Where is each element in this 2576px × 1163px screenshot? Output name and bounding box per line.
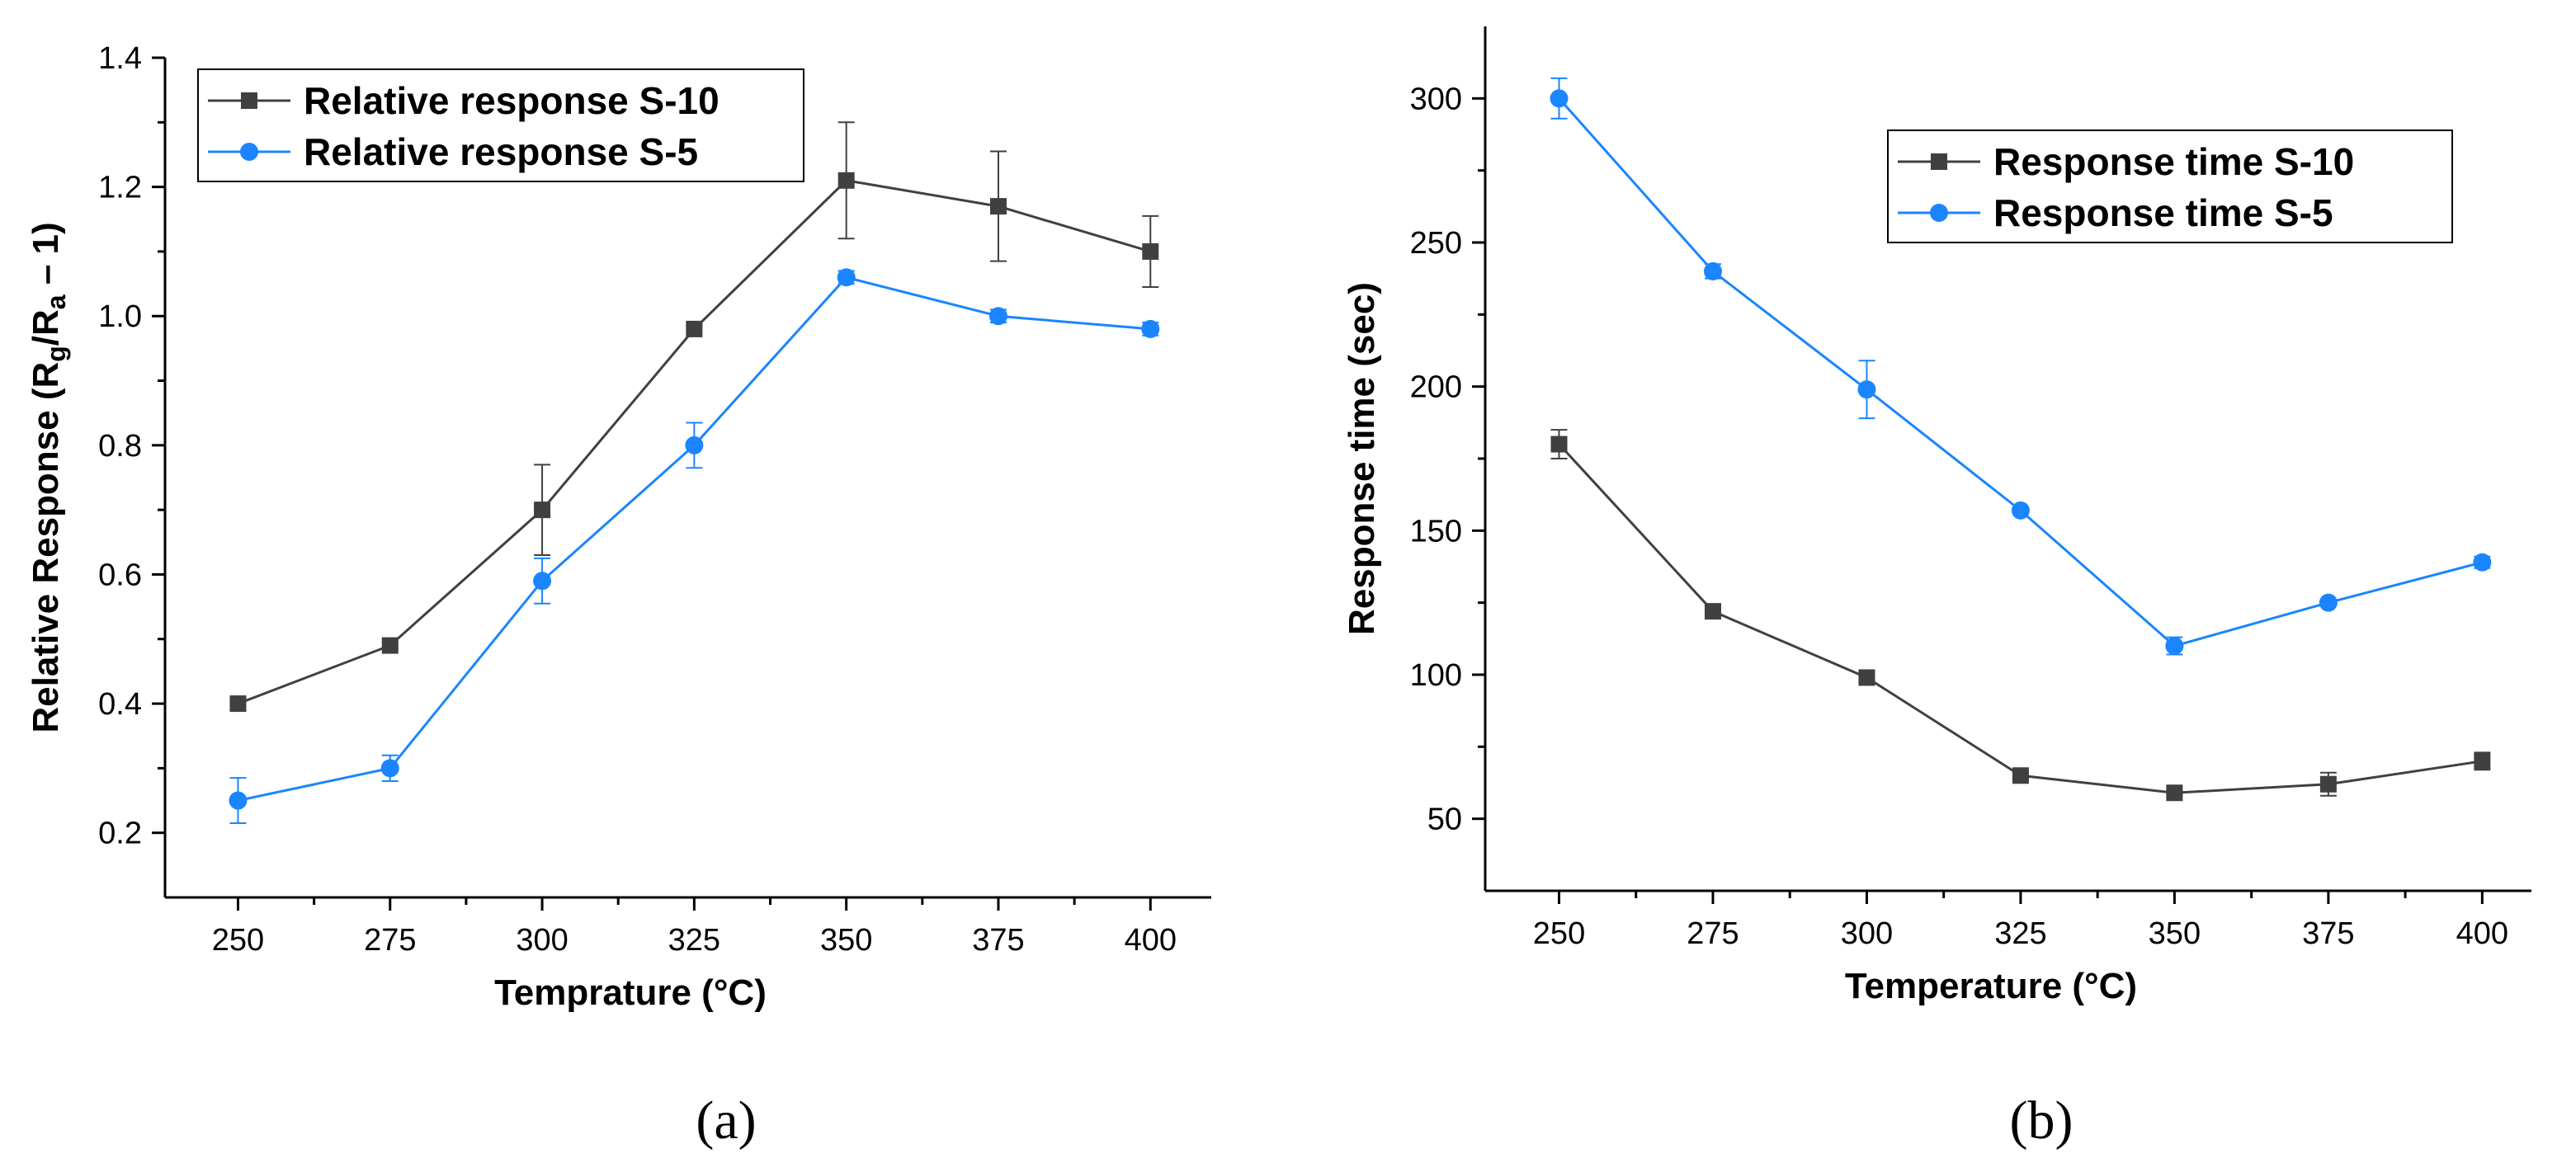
data-point-relative-response-s-5 bbox=[988, 307, 1007, 326]
data-point-relative-response-s-10 bbox=[1142, 242, 1159, 260]
y-title-sub-g: g bbox=[41, 346, 71, 362]
legend-marker-s5-b bbox=[1930, 204, 1948, 222]
x-tick-label-b: 400 bbox=[2456, 916, 2508, 951]
y-tick-label-a: 1.0 bbox=[98, 299, 142, 334]
x-tick-label-a: 350 bbox=[820, 923, 872, 958]
y-tick-label-b: 50 bbox=[1427, 803, 1462, 837]
panel-label-b: (b) bbox=[2010, 1090, 2074, 1151]
data-point-response-time-s-5 bbox=[1703, 261, 1722, 280]
x-tick-label-b: 275 bbox=[1687, 916, 1739, 951]
y-title-sub-a: a bbox=[41, 294, 71, 309]
x-axis-title-b: Temperature (°C) bbox=[1845, 966, 2137, 1006]
series-line-relative-response-s-5 bbox=[238, 275, 1151, 803]
legend-marker-s5-a bbox=[240, 143, 258, 161]
data-point-relative-response-s-5 bbox=[1141, 319, 1160, 338]
panel-label-a: (a) bbox=[696, 1090, 756, 1151]
y-tick-label-b: 100 bbox=[1410, 658, 1462, 693]
legend-marker-s10-a bbox=[241, 92, 257, 109]
data-point-response-time-s-5 bbox=[1550, 89, 1569, 108]
y-tick-label-b: 300 bbox=[1410, 82, 1462, 116]
chart-panel-a: 0.2 0.4 0.6 0.8 1.0 1.2 1.4 250 275 300 325 350 375 4… bbox=[26, 41, 1211, 1151]
data-point-relative-response-s-10 bbox=[534, 501, 551, 519]
legend-box-b bbox=[1887, 129, 2453, 243]
x-tick-label-a: 375 bbox=[972, 923, 1024, 958]
x-tick-label-a: 250 bbox=[212, 923, 264, 958]
data-point-response-time-s-10 bbox=[2166, 784, 2183, 802]
data-point-response-time-s-5 bbox=[2011, 501, 2030, 520]
y-tick-label-a: 0.8 bbox=[98, 429, 142, 464]
x-tick-label-a: 400 bbox=[1125, 923, 1177, 958]
y-tick-label-a: 0.6 bbox=[98, 558, 142, 592]
data-point-relative-response-s-5 bbox=[380, 759, 399, 778]
data-point-response-time-s-5 bbox=[2473, 553, 2492, 572]
data-point-response-time-s-10 bbox=[2474, 752, 2491, 770]
data-point-relative-response-s-5 bbox=[229, 791, 248, 810]
data-point-relative-response-s-5 bbox=[533, 572, 552, 591]
x-tick-label-b: 350 bbox=[2149, 916, 2201, 951]
legend-symbol bbox=[1931, 153, 1947, 170]
y-title-part-2: /R bbox=[26, 309, 66, 346]
data-point-response-time-s-5 bbox=[1857, 380, 1876, 399]
legend-symbol bbox=[1930, 204, 1948, 222]
x-axis-title-a: Temprature (°C) bbox=[494, 972, 767, 1013]
x-tick-label-b: 325 bbox=[1994, 916, 2046, 951]
data-point-response-time-s-10 bbox=[1704, 603, 1721, 620]
legend-box-a bbox=[197, 68, 804, 182]
data-point-relative-response-s-10 bbox=[381, 637, 399, 654]
data-point-relative-response-s-10 bbox=[837, 172, 855, 189]
x-tick-label-a: 325 bbox=[668, 923, 720, 958]
y-tick-label-b: 150 bbox=[1410, 514, 1462, 549]
legend-b: Response time S-10 Response time S-5 bbox=[1887, 129, 2453, 243]
legend-symbol bbox=[240, 143, 258, 161]
x-tick-label-a: 300 bbox=[516, 923, 568, 958]
y-tick-label-a: 1.2 bbox=[98, 171, 142, 205]
legend-label-s10-b: Response time S-10 bbox=[1993, 140, 2354, 183]
y-axis-title-a: Relative Response (Rg/Ra – 1) bbox=[26, 222, 71, 732]
x-tick-label-b: 375 bbox=[2302, 916, 2354, 951]
series-line-response-time-s-10 bbox=[1558, 443, 2483, 794]
data-point-response-time-s-10 bbox=[2012, 767, 2029, 784]
data-point-relative-response-s-5 bbox=[685, 436, 704, 454]
y-axis-title-b: Response time (sec) bbox=[1342, 282, 1382, 635]
y-tick-label-a: 0.4 bbox=[98, 687, 142, 722]
legend-label-s5-a: Relative response S-5 bbox=[304, 130, 698, 173]
legend-label-s10-a: Relative response S-10 bbox=[304, 79, 719, 122]
x-tick-label-b: 300 bbox=[1841, 916, 1893, 951]
data-point-response-time-s-10 bbox=[2319, 775, 2337, 793]
data-point-relative-response-s-10 bbox=[229, 695, 247, 713]
y-title-part-0: Relative Response (R bbox=[26, 362, 66, 733]
y-tick-label-b: 250 bbox=[1410, 226, 1462, 261]
y-tick-label-a: 1.4 bbox=[98, 41, 142, 76]
data-point-relative-response-s-10 bbox=[686, 320, 703, 337]
data-point-response-time-s-5 bbox=[2319, 593, 2338, 612]
data-point-relative-response-s-5 bbox=[837, 268, 856, 287]
legend-symbol bbox=[241, 92, 257, 109]
y-tick-label-b: 200 bbox=[1410, 370, 1462, 405]
y-title-part-4: – 1) bbox=[26, 222, 66, 294]
legend-a: Relative response S-10 Relative response… bbox=[197, 68, 804, 182]
chart-panel-b: 50 100 150 200 250 300 250 275 300 325 350 375 400 R… bbox=[1342, 26, 2531, 1151]
y-tick-label-a: 0.2 bbox=[98, 817, 142, 851]
data-point-response-time-s-10 bbox=[1550, 436, 1568, 453]
legend-label-s5-b: Response time S-5 bbox=[1993, 191, 2333, 234]
data-point-response-time-s-5 bbox=[2165, 637, 2184, 656]
legend-marker-s10-b bbox=[1931, 153, 1947, 170]
x-tick-label-b: 250 bbox=[1533, 916, 1585, 951]
x-tick-label-a: 275 bbox=[364, 923, 416, 958]
data-point-response-time-s-10 bbox=[1858, 669, 1875, 686]
data-point-relative-response-s-10 bbox=[989, 198, 1007, 215]
